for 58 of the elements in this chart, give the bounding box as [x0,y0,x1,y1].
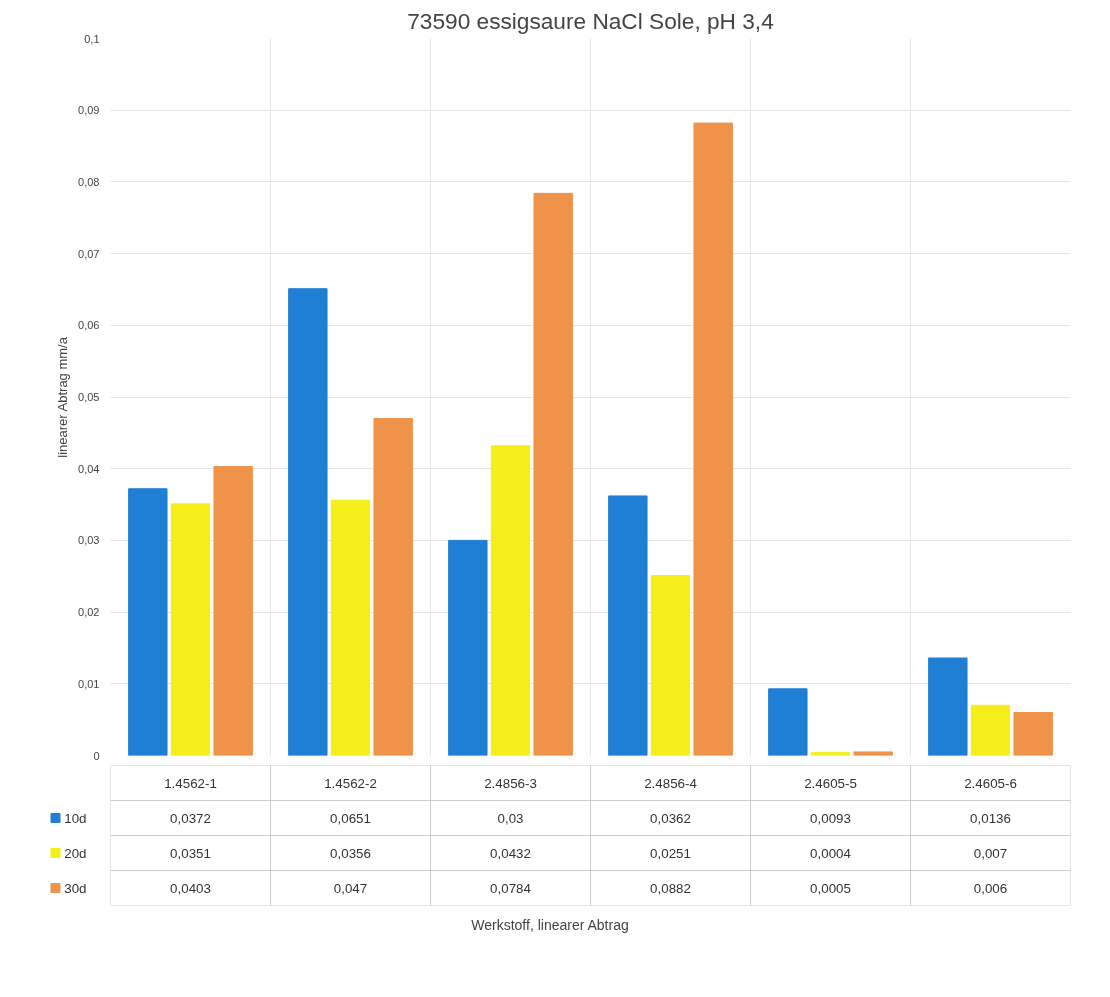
y-tick-label: 0,04 [78,462,100,475]
bar [650,575,691,756]
bar [693,122,733,756]
x-tick-label: 2.4605-6 [964,775,1017,791]
data-label: 0,0005 [810,880,851,896]
y-tick-label: 0,08 [78,175,100,188]
x-tick-label: 2.4856-4 [644,775,698,791]
data-label: 0,047 [333,880,368,896]
x-tick-label: 2.4856-3 [484,775,537,791]
bar [448,539,488,756]
y-axis-title: linearer Abtrag mm/a [55,336,71,458]
bar [128,488,168,756]
data-label: 0,0251 [650,845,691,861]
data-label: 0,0432 [490,845,531,861]
x-tick-label: 1.4562-1 [164,775,217,791]
data-label: 0,0651 [330,810,371,826]
y-tick-label: 0,09 [78,104,100,117]
legend-label: 30d [64,880,87,896]
bar [970,704,1011,756]
data-label: 0,0403 [170,880,211,896]
bar [533,192,573,756]
data-label: 0,0372 [170,810,211,826]
data-label: 0,0004 [810,845,852,861]
data-label: 0,007 [973,845,1008,861]
data-label: 0,0784 [490,880,532,896]
bar [928,657,968,756]
bar [373,418,413,756]
bar [1013,711,1053,756]
bar [330,499,371,756]
bar [288,288,328,756]
data-label: 0,006 [973,880,1008,896]
y-tick-label: 0,02 [78,606,100,619]
bar [170,503,211,756]
y-tick-label: 0 [93,749,100,762]
data-label: 0,0351 [170,845,211,861]
legend-label: 20d [64,845,87,861]
data-label: 0,0362 [650,810,691,826]
bar [768,688,808,756]
y-tick-label: 0,06 [78,319,100,332]
x-tick-label: 1.4562-2 [324,775,377,791]
y-tick-label: 0,03 [78,534,100,547]
text: Werkstoff, linearer Abtrag [471,916,629,935]
data-label: 0,0356 [330,845,371,861]
y-tick-label: 0,07 [78,247,100,260]
y-tick-label: 0,05 [78,391,100,403]
data-label: 0,0093 [810,810,851,826]
legend-label: 10d [64,810,87,826]
data-label: 0,0882 [650,880,691,896]
chart-title: 73590 essigsaure NaCl Sole, pH 3,4 [407,7,774,34]
data-label: 0,03 [497,810,524,826]
bar [213,466,253,756]
bar [490,445,531,756]
x-tick-label: 2.4605-5 [804,775,857,791]
y-tick-label: 0,01 [78,677,100,690]
data-label: 0,0136 [970,810,1011,826]
bar [853,751,893,756]
y-tick-label: 0,1 [84,32,100,45]
bar [608,495,648,756]
